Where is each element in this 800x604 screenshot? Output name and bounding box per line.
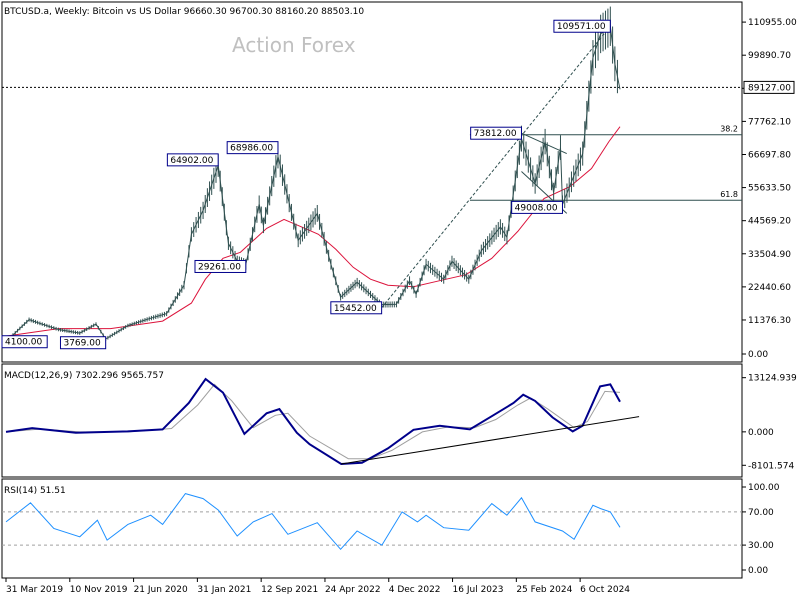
rsi-axis-label: 70.00 [748, 508, 774, 518]
current-price-box [743, 80, 795, 94]
rsi-line [5, 493, 621, 551]
price-annotation-box [511, 200, 563, 214]
time-axis-label: 10 Nov 2019 [70, 585, 128, 595]
price-annotation-label: 109571.00 [557, 22, 606, 32]
macd-trendline [341, 416, 640, 465]
price-annotation-box [470, 126, 522, 140]
time-axis-label: 4 Dec 2022 [389, 585, 441, 595]
macd-signal-line [5, 383, 621, 460]
time-axis-label: 25 Feb 2024 [516, 585, 572, 595]
price-annotation-box [553, 19, 611, 33]
time-axis-label: 31 Mar 2019 [6, 585, 63, 595]
time-axis-label: 31 Jan 2021 [197, 585, 251, 595]
price-axis-label: 11376.30 [748, 316, 791, 326]
price-axis-label: 0.00 [748, 350, 768, 360]
time-axis-label: 16 Jul 2023 [453, 585, 504, 595]
price-annotation-label: 68986.00 [230, 144, 273, 154]
macd-axis-label: 13124.939 [748, 374, 797, 384]
time-axis-label: 21 Jun 2020 [134, 585, 188, 595]
price-annotation-label: 64902.00 [170, 156, 213, 166]
price-annotation-box [59, 336, 107, 350]
trendline [521, 132, 567, 155]
time-axis-label: 12 Sep 2021 [261, 585, 318, 595]
price-axis-label: 44569.20 [748, 217, 791, 227]
rsi-panel-frame [1, 478, 743, 579]
price-axis-label: 22440.60 [748, 283, 791, 293]
price-annotation-box [226, 141, 279, 155]
time-axis-label: 6 Oct 2024 [580, 585, 630, 595]
price-annotation-label: 49008.00 [515, 203, 558, 213]
rsi-axis-label: 100.00 [748, 483, 780, 493]
fib-level-label: 61.8 [720, 190, 738, 199]
price-annotation-label: 29261.00 [198, 262, 241, 272]
watermark: Action Forex [232, 33, 356, 57]
price-axis-label: 55633.50 [748, 184, 791, 194]
macd-axis-label: 0.000 [748, 428, 774, 438]
price-annotation-box [194, 259, 247, 273]
price-series-line [5, 25, 621, 343]
time-axis-label: 24 Apr 2022 [325, 585, 381, 595]
price-annotation-box [166, 153, 219, 167]
macd-line [5, 377, 621, 466]
macd-panel-frame [1, 363, 743, 478]
rsi-axis-label: 0.00 [748, 566, 768, 576]
price-annotation-label: 15452.00 [334, 304, 377, 314]
price-annotation-label: 4100.00 [5, 338, 42, 348]
chart-title: BTCUSD.a, Weekly: Bitcoin vs US Dollar 9… [4, 7, 364, 17]
trendline [381, 25, 611, 309]
price-axis-label: 33504.90 [748, 250, 791, 260]
rsi-axis-label: 30.00 [748, 541, 774, 551]
price-axis-label: 66697.80 [748, 150, 791, 160]
price-annotation-box [330, 301, 383, 315]
macd-axis-label: -8101.574 [748, 461, 794, 471]
rsi-title: RSI(14) 51.51 [4, 486, 66, 496]
price-annotation-label: 3769.00 [63, 339, 100, 349]
price-axis-label: 77762.10 [748, 117, 791, 127]
current-price-label: 89127.00 [748, 83, 791, 93]
main-panel-frame [1, 1, 743, 363]
price-axis-label: 110955.00 [748, 18, 797, 28]
fib-level-label: 38.2 [720, 125, 738, 134]
price-axis-label: 99890.70 [748, 51, 791, 61]
price-annotation-label: 73812.00 [474, 129, 517, 139]
price-annotation-box [1, 335, 48, 349]
macd-title: MACD(12,26,9) 7302.296 9565.757 [4, 371, 164, 381]
